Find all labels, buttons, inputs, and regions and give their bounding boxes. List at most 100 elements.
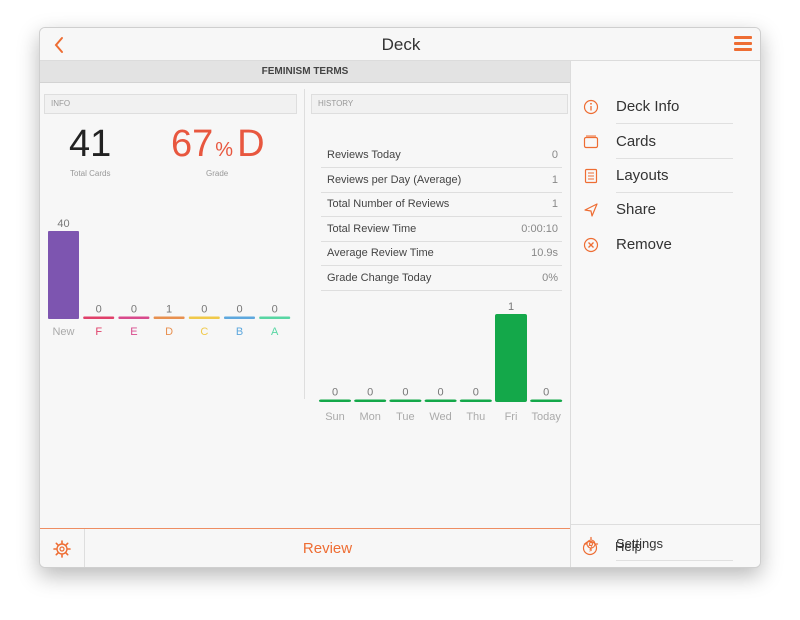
hamburger-menu-icon bbox=[734, 36, 752, 39]
sidebar-footer-divider bbox=[571, 524, 760, 525]
remove-icon bbox=[583, 237, 599, 253]
week-bar-sun bbox=[319, 399, 351, 402]
sidebar-item-remove[interactable]: Remove bbox=[571, 227, 760, 262]
week-day-label: Sun bbox=[325, 411, 345, 423]
week-day-label: Today bbox=[532, 411, 562, 423]
history-row-value: 0 bbox=[551, 149, 558, 161]
week-day-label: Thu bbox=[466, 411, 485, 423]
grade-bar-new bbox=[48, 231, 79, 319]
sidebar-item-label: Deck Info bbox=[616, 98, 680, 115]
history-row-value: 0% bbox=[542, 272, 558, 284]
history-row-label: Grade Change Today bbox=[327, 272, 432, 284]
info-icon bbox=[583, 99, 599, 115]
history-row-label: Total Number of Reviews bbox=[327, 198, 450, 211]
week-bar-fri bbox=[495, 314, 527, 402]
grade-bar-b bbox=[224, 316, 255, 319]
history-row: Total Number of Reviews 1 bbox=[321, 192, 562, 218]
weekly-review-chart: 0 Sun 0 Mon 0 Tue 0 Wed 0 Thu 1 Fri 0 Today bbox=[319, 301, 563, 423]
menu-button[interactable] bbox=[734, 36, 752, 52]
week-bar-thu bbox=[459, 399, 492, 402]
gear-icon bbox=[53, 540, 71, 558]
sidebar-item-layouts[interactable]: Layouts bbox=[571, 158, 760, 193]
week-bar-mon bbox=[354, 399, 387, 402]
grade-bar-e bbox=[118, 316, 150, 319]
review-button[interactable]: Review bbox=[302, 540, 353, 557]
history-row: Total Review Time 0:00:10 bbox=[321, 217, 562, 242]
history-row-value: 1 bbox=[551, 173, 558, 186]
history-section-label: HISTORY bbox=[311, 94, 568, 114]
grade-category-label: B bbox=[236, 326, 243, 338]
week-day-label: Wed bbox=[429, 411, 451, 423]
main-content: FEMINISM TERMS INFO HISTORY 41 Total Car… bbox=[40, 61, 570, 528]
nav-title: Deck bbox=[381, 35, 421, 54]
history-row: Reviews Today 0 bbox=[321, 143, 562, 168]
grade-category-label: C bbox=[200, 326, 208, 338]
history-row-value: 1 bbox=[551, 198, 558, 211]
week-day-label: Fri bbox=[505, 411, 518, 423]
week-bar-value: 1 bbox=[508, 301, 514, 313]
info-section-label: INFO bbox=[44, 94, 297, 114]
cards-icon bbox=[583, 135, 599, 149]
week-bar-value: 0 bbox=[543, 387, 549, 399]
sidebar-menu: Deck Info Cards Layouts Sh bbox=[570, 61, 760, 567]
sidebar-item-share[interactable]: Share bbox=[571, 192, 760, 227]
total-cards-value: 41 bbox=[69, 123, 112, 165]
total-cards-label: Total Cards bbox=[70, 169, 111, 178]
deck-settings-button[interactable] bbox=[40, 529, 85, 567]
history-row: Reviews per Day (Average) 1 bbox=[321, 168, 562, 193]
back-button[interactable] bbox=[48, 33, 72, 57]
grade-bar-value: 0 bbox=[96, 304, 102, 316]
grade-bar-value: 0 bbox=[131, 304, 137, 316]
grade-bar-value: 0 bbox=[272, 304, 278, 316]
grade-percent-sign: % bbox=[215, 139, 234, 161]
grade-category-label: E bbox=[130, 326, 137, 338]
grade-category-label: F bbox=[95, 326, 102, 338]
week-bar-tue bbox=[389, 399, 422, 402]
grade-category-label: A bbox=[271, 326, 279, 338]
grade-bar-value: 0 bbox=[201, 304, 207, 316]
history-row-label: Average Review Time bbox=[327, 247, 434, 260]
deck-title: FEMINISM TERMS bbox=[40, 61, 570, 83]
history-row: Grade Change Today 0% bbox=[321, 266, 562, 291]
grade-distribution-chart: 40 New 0 F 0 E 1 D 0 C 0 B 0 A bbox=[48, 218, 291, 338]
panel-divider bbox=[304, 89, 305, 399]
grade-letter: D bbox=[237, 123, 265, 165]
week-bar-value: 0 bbox=[332, 387, 338, 399]
grade-bar-a bbox=[259, 316, 291, 319]
grade-display: 67% D bbox=[171, 123, 265, 166]
sidebar-item-label: Layouts bbox=[616, 167, 669, 184]
week-day-label: Mon bbox=[359, 411, 380, 423]
share-icon bbox=[584, 203, 598, 217]
grade-bar-value: 40 bbox=[57, 218, 69, 230]
bottom-toolbar: Review bbox=[40, 528, 570, 567]
sidebar-item-label: Cards bbox=[616, 133, 657, 150]
app-window: Deck FEMINISM TERMS INFO HISTORY 41 Tota… bbox=[39, 27, 761, 568]
grade-bar-value: 0 bbox=[236, 304, 242, 316]
svg-text:?: ? bbox=[587, 544, 592, 554]
week-day-label: Tue bbox=[396, 411, 415, 423]
grade-percent: 67 bbox=[171, 123, 214, 165]
week-bar-wed bbox=[424, 399, 457, 402]
grade-bar-c bbox=[188, 316, 220, 319]
sidebar-item-cards[interactable]: Cards bbox=[571, 124, 760, 159]
sidebar-item-label: Remove bbox=[616, 236, 672, 253]
week-bar-value: 0 bbox=[402, 387, 408, 399]
help-row[interactable]: ? Help bbox=[570, 536, 760, 561]
history-row-label: Reviews Today bbox=[327, 149, 401, 161]
grade-category-label: New bbox=[52, 326, 74, 338]
sidebar-item-label: Share bbox=[616, 201, 657, 218]
grade-label: Grade bbox=[206, 169, 229, 178]
week-bar-today bbox=[530, 399, 563, 402]
help-icon: ? bbox=[582, 540, 598, 556]
history-row-label: Reviews per Day (Average) bbox=[327, 173, 462, 186]
sidebar-item-deck-info[interactable]: Deck Info bbox=[571, 89, 760, 124]
sidebar-item-label: Settings bbox=[616, 536, 663, 551]
chevron-left-icon bbox=[54, 37, 63, 53]
grade-bar-f bbox=[83, 316, 115, 319]
grade-category-label: D bbox=[165, 326, 173, 338]
grade-bar-value: 1 bbox=[166, 304, 172, 316]
history-row-value: 0:00:10 bbox=[521, 222, 558, 235]
week-bar-value: 0 bbox=[367, 387, 373, 399]
history-row-label: Total Review Time bbox=[327, 222, 417, 235]
grade-bar-d bbox=[153, 316, 185, 319]
